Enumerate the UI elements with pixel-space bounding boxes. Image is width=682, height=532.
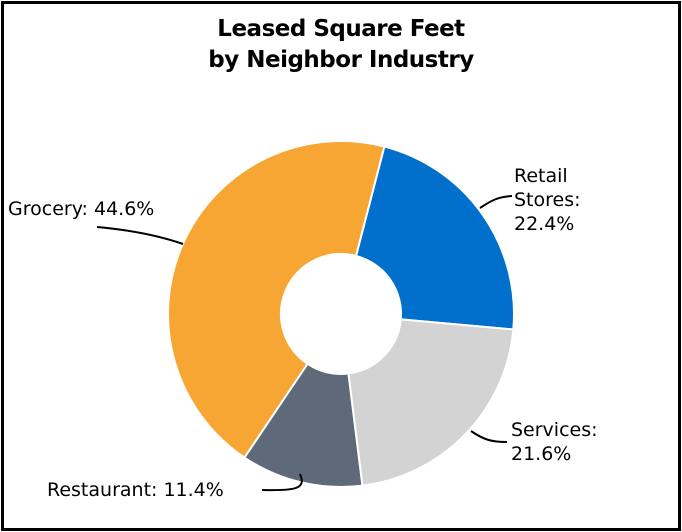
data-label-line: Retail: [514, 165, 568, 187]
leader-line-retail-stores: [479, 195, 513, 209]
leader-line-restaurant: [261, 473, 303, 492]
data-label-grocery: Grocery: 44.6%: [8, 198, 154, 220]
slice-restaurant: [243, 362, 364, 488]
data-label-line: 22.4%: [514, 213, 574, 235]
data-label-line: Services:: [511, 419, 598, 441]
data-label-line: Grocery: 44.6%: [8, 198, 154, 220]
slice-grocery: [167, 140, 386, 459]
leader-line-grocery: [96, 226, 184, 245]
data-label-services: Services: 21.6%: [511, 419, 598, 465]
slice-services: [347, 318, 515, 487]
slice-retail-stores: [354, 145, 515, 331]
leader-line-services: [470, 430, 508, 443]
chart-title: Leased Square Feet by Neighbor Industry: [0, 14, 682, 76]
data-label-restaurant: Restaurant: 11.4%: [47, 479, 224, 501]
data-label-line: Stores:: [514, 189, 581, 211]
chart-title-line-2: by Neighbor Industry: [208, 47, 474, 73]
chart-title-line-1: Leased Square Feet: [217, 16, 465, 42]
data-label-line: 21.6%: [511, 443, 571, 465]
data-label-line: Restaurant: 11.4%: [47, 479, 224, 501]
data-label-retail-stores: Retail Stores: 22.4%: [514, 165, 581, 235]
